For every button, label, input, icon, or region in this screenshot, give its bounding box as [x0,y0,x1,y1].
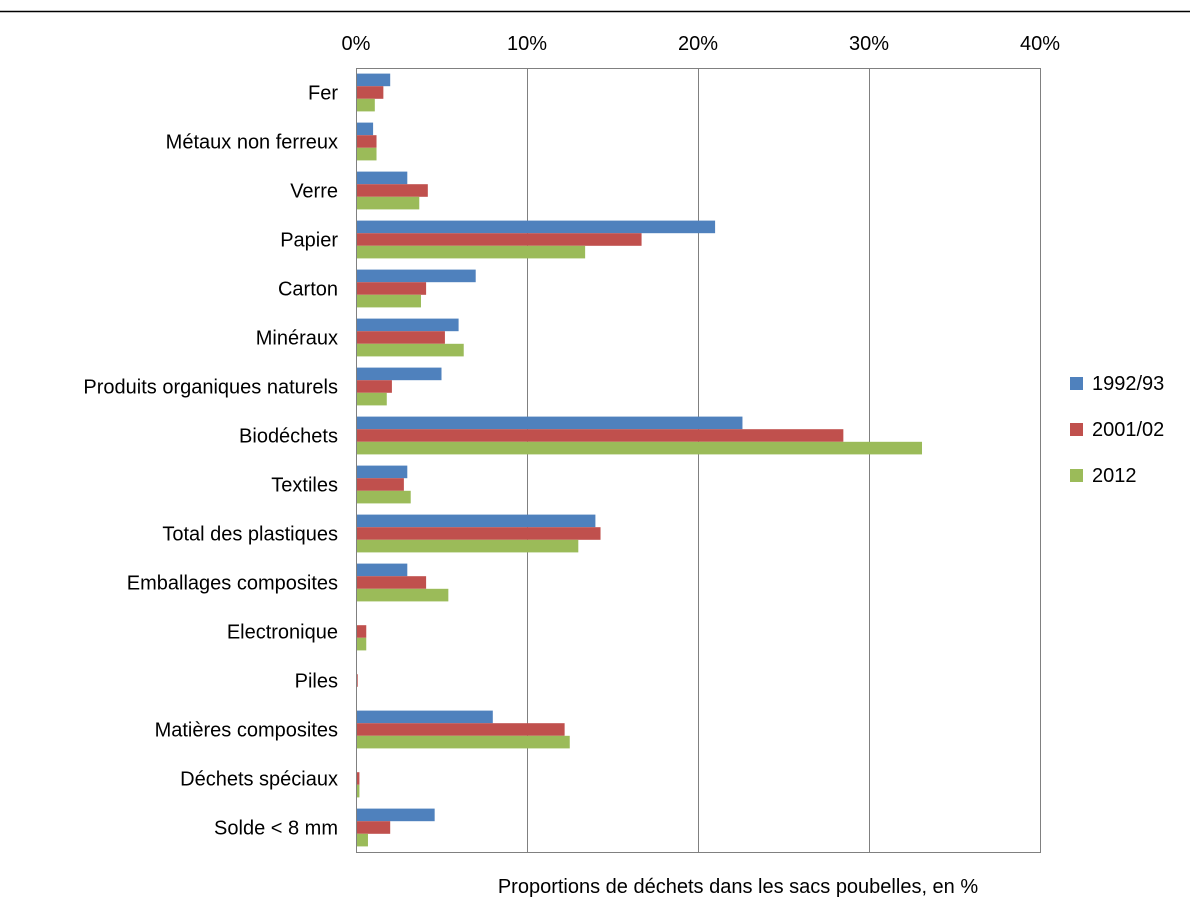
bar [356,514,596,528]
bar [356,416,743,430]
bar [356,196,420,210]
category-label: Verre [290,181,338,203]
legend-label: 2012 [1092,465,1137,487]
x-axis-tick-labels: 0% 10% 20% 30% 40% [342,33,1061,55]
bar [356,465,408,479]
bar [356,73,391,87]
bar [356,588,449,602]
category-label: Déchets spéciaux [180,769,338,791]
category-label: Solde < 8 mm [214,818,338,840]
bar [356,539,579,553]
bar [356,625,367,638]
x-tick-label: 30% [849,33,889,55]
category-label: Piles [295,671,338,693]
legend-swatch [1070,469,1083,482]
bar [356,135,377,148]
bar [356,147,377,161]
bar [356,269,476,283]
bar [356,490,411,504]
category-label: Minéraux [256,328,338,350]
bar [356,723,565,736]
bar [356,184,428,197]
bar [356,527,601,540]
category-labels: Fer Métaux non ferreux Verre Papier Carton Mi… [83,83,338,840]
bar [356,331,445,344]
bar [356,343,464,357]
bar [356,772,360,785]
bar [356,233,642,246]
bar [356,245,586,259]
category-label: Emballages composites [127,573,338,595]
plot-area-frame [356,68,1041,853]
bar [356,98,375,112]
gridlines [527,68,870,852]
category-label: Textiles [271,475,338,497]
legend-swatch [1070,377,1083,390]
category-label: Total des plastiques [162,524,338,546]
bar [356,367,442,381]
bar [356,220,716,234]
category-label: Papier [280,230,338,252]
bar [356,808,435,822]
bar [356,735,570,749]
bar [356,318,459,332]
bar [356,86,384,99]
category-label: Produits organiques naturels [83,377,338,399]
x-tick-label: 40% [1020,33,1060,55]
category-label: Fer [308,83,338,105]
bar [356,392,387,406]
bar [356,821,391,834]
x-axis-title: Proportions de déchets dans les sacs pou… [498,876,979,898]
category-label: Carton [278,279,338,301]
x-tick-label: 0% [342,33,371,55]
bar [356,833,368,847]
legend-swatch [1070,423,1083,436]
bar [356,710,493,724]
bar [356,282,427,295]
bar [356,429,844,442]
legend-label: 2001/02 [1092,419,1164,441]
x-tick-label: 10% [507,33,547,55]
category-label: Electronique [227,622,338,644]
bar [356,576,427,589]
bar [356,478,404,491]
category-label: Biodéchets [239,426,338,448]
bar [356,637,367,651]
bar [356,784,360,798]
bar [356,171,408,185]
x-tick-label: 20% [678,33,718,55]
category-label: Matières composites [155,720,338,742]
bar [356,380,392,393]
bar [356,563,408,577]
bars [356,73,923,847]
category-label: Métaux non ferreux [166,132,338,154]
legend-label: 1992/93 [1092,373,1164,395]
legend: 1992/93 2001/02 2012 [1070,373,1164,487]
bar [356,441,923,455]
bar [356,294,421,308]
bar [356,122,374,136]
